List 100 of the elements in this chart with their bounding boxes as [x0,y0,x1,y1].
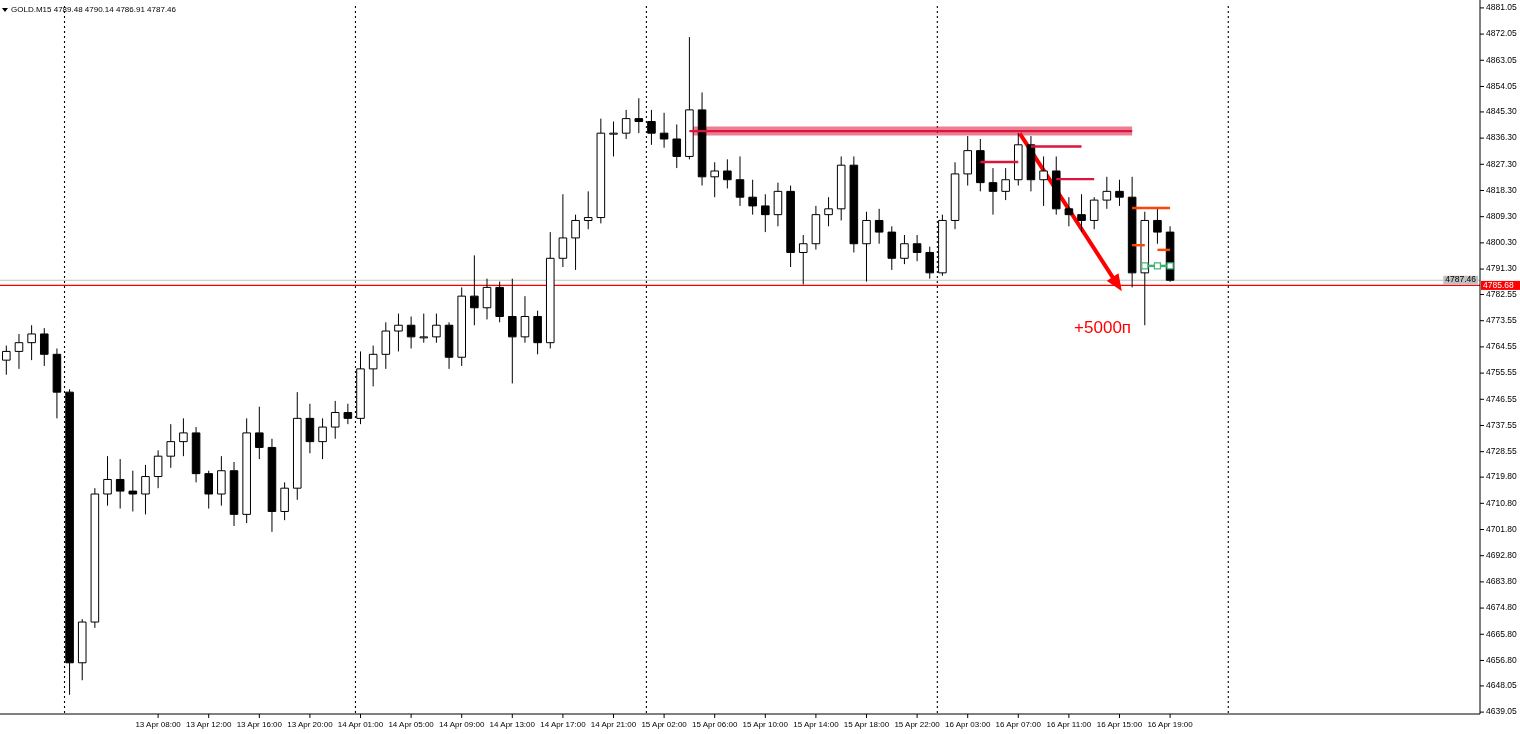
x-tick-label: 15 Apr 18:00 [843,720,890,729]
candlestick [343,403,353,425]
candlestick [1115,179,1124,207]
candlestick [761,193,770,233]
candlestick [179,417,188,457]
y-tick-label: 4791.30 [1486,263,1517,274]
candlestick [545,231,555,350]
candlestick [925,246,935,280]
candlestick [685,36,694,160]
candlestick [976,138,985,192]
candlestick [27,324,36,361]
x-tick-label: 16 Apr 03:00 [945,720,991,729]
candlestick [950,161,960,230]
y-tick-label: 4854.05 [1486,80,1517,91]
candlestick [659,112,669,149]
candlestick [1014,132,1023,187]
candlestick [773,182,783,227]
candlestick [90,487,100,629]
x-tick-label: 15 Apr 10:00 [742,720,789,729]
candlestick [583,190,593,230]
x-tick-label: 14 Apr 09:00 [439,720,485,729]
ref-line-label: 4787.46 [1445,274,1477,285]
candlestick [1102,176,1112,210]
y-tick-label: 4863.05 [1486,54,1517,65]
candlestick [406,316,416,350]
candlestick [508,278,517,384]
x-tick-label: 13 Apr 08:00 [135,720,182,729]
candlestick [988,167,998,216]
x-tick-label: 15 Apr 02:00 [641,720,688,729]
y-tick-label: 4674.80 [1486,602,1517,613]
candlestick [748,179,757,216]
y-tick-label: 4872.05 [1486,28,1517,39]
candlestick [710,161,719,198]
candlestick [824,196,833,227]
y-tick-label: 4692.80 [1486,549,1517,560]
candlestick [1064,196,1074,227]
candlestick [1001,167,1010,201]
candlestick [811,205,821,251]
candlestick [280,481,289,521]
y-tick-label: 4683.80 [1486,576,1517,587]
candlestick [305,403,315,454]
candlestick [52,348,62,419]
candlestick [520,295,530,344]
candlestick [368,345,378,387]
x-tick-label: 14 Apr 01:00 [337,720,384,729]
candlestick [786,185,795,268]
y-tick-label: 4809.30 [1486,210,1517,221]
y-tick-label: 4845.30 [1486,106,1517,117]
candlestick [874,208,884,245]
candlestick [39,327,49,367]
candlestick [14,333,24,370]
candlestick [533,310,542,355]
candlestick [723,158,732,189]
x-tick-label: 13 Apr 12:00 [186,720,232,729]
x-tick-label: 13 Apr 20:00 [287,720,334,729]
candlestick [103,455,112,507]
candlestick [394,313,403,352]
x-tick-label: 15 Apr 22:00 [894,720,941,729]
y-tick-label: 4782.55 [1486,288,1517,299]
candlestick [1089,196,1099,230]
candlestick [1026,135,1036,192]
y-tick-label: 4710.80 [1486,497,1517,508]
candlestick [836,155,846,221]
candlestick [1153,208,1162,245]
candlestick [457,286,466,367]
candlestick [77,618,87,681]
candlestick [900,234,909,265]
candlestick [1077,193,1086,233]
candlestick [217,455,226,507]
y-tick-label: 4656.80 [1486,654,1517,665]
candlestick [735,155,745,207]
candlestick [1127,176,1137,288]
candlestick [255,406,264,460]
y-tick-label: 4746.55 [1486,393,1517,404]
y-tick-label: 4639.05 [1486,706,1517,717]
chart-title: GOLD.M15 4789.48 4790.14 4786.91 4787.46 [11,5,177,15]
candlestick [115,458,125,510]
candlestick [963,135,972,187]
candlestick [2,345,11,376]
ref-line-label: 4785.68 [1483,279,1514,290]
candlestick [1039,155,1048,207]
candlestick [242,417,251,524]
candlestick [621,109,631,140]
x-tick-label: 14 Apr 05:00 [388,720,435,729]
x-tick-label: 14 Apr 21:00 [590,720,637,729]
y-tick-label: 4818.30 [1486,184,1517,195]
candlestick [432,313,441,344]
x-tick-label: 16 Apr 07:00 [995,720,1042,729]
y-tick-label: 4665.80 [1486,628,1517,639]
candlestick [318,417,327,460]
candlestick [596,118,606,224]
candlestick [482,278,492,320]
candlestick [153,449,163,489]
candlestick [634,97,644,134]
x-tick-label: 16 Apr 19:00 [1147,720,1194,729]
y-tick-label: 4773.55 [1486,314,1517,325]
candlestick [798,234,808,285]
candlestick [672,123,682,169]
candlestick [128,470,138,512]
candlestick [166,423,176,469]
